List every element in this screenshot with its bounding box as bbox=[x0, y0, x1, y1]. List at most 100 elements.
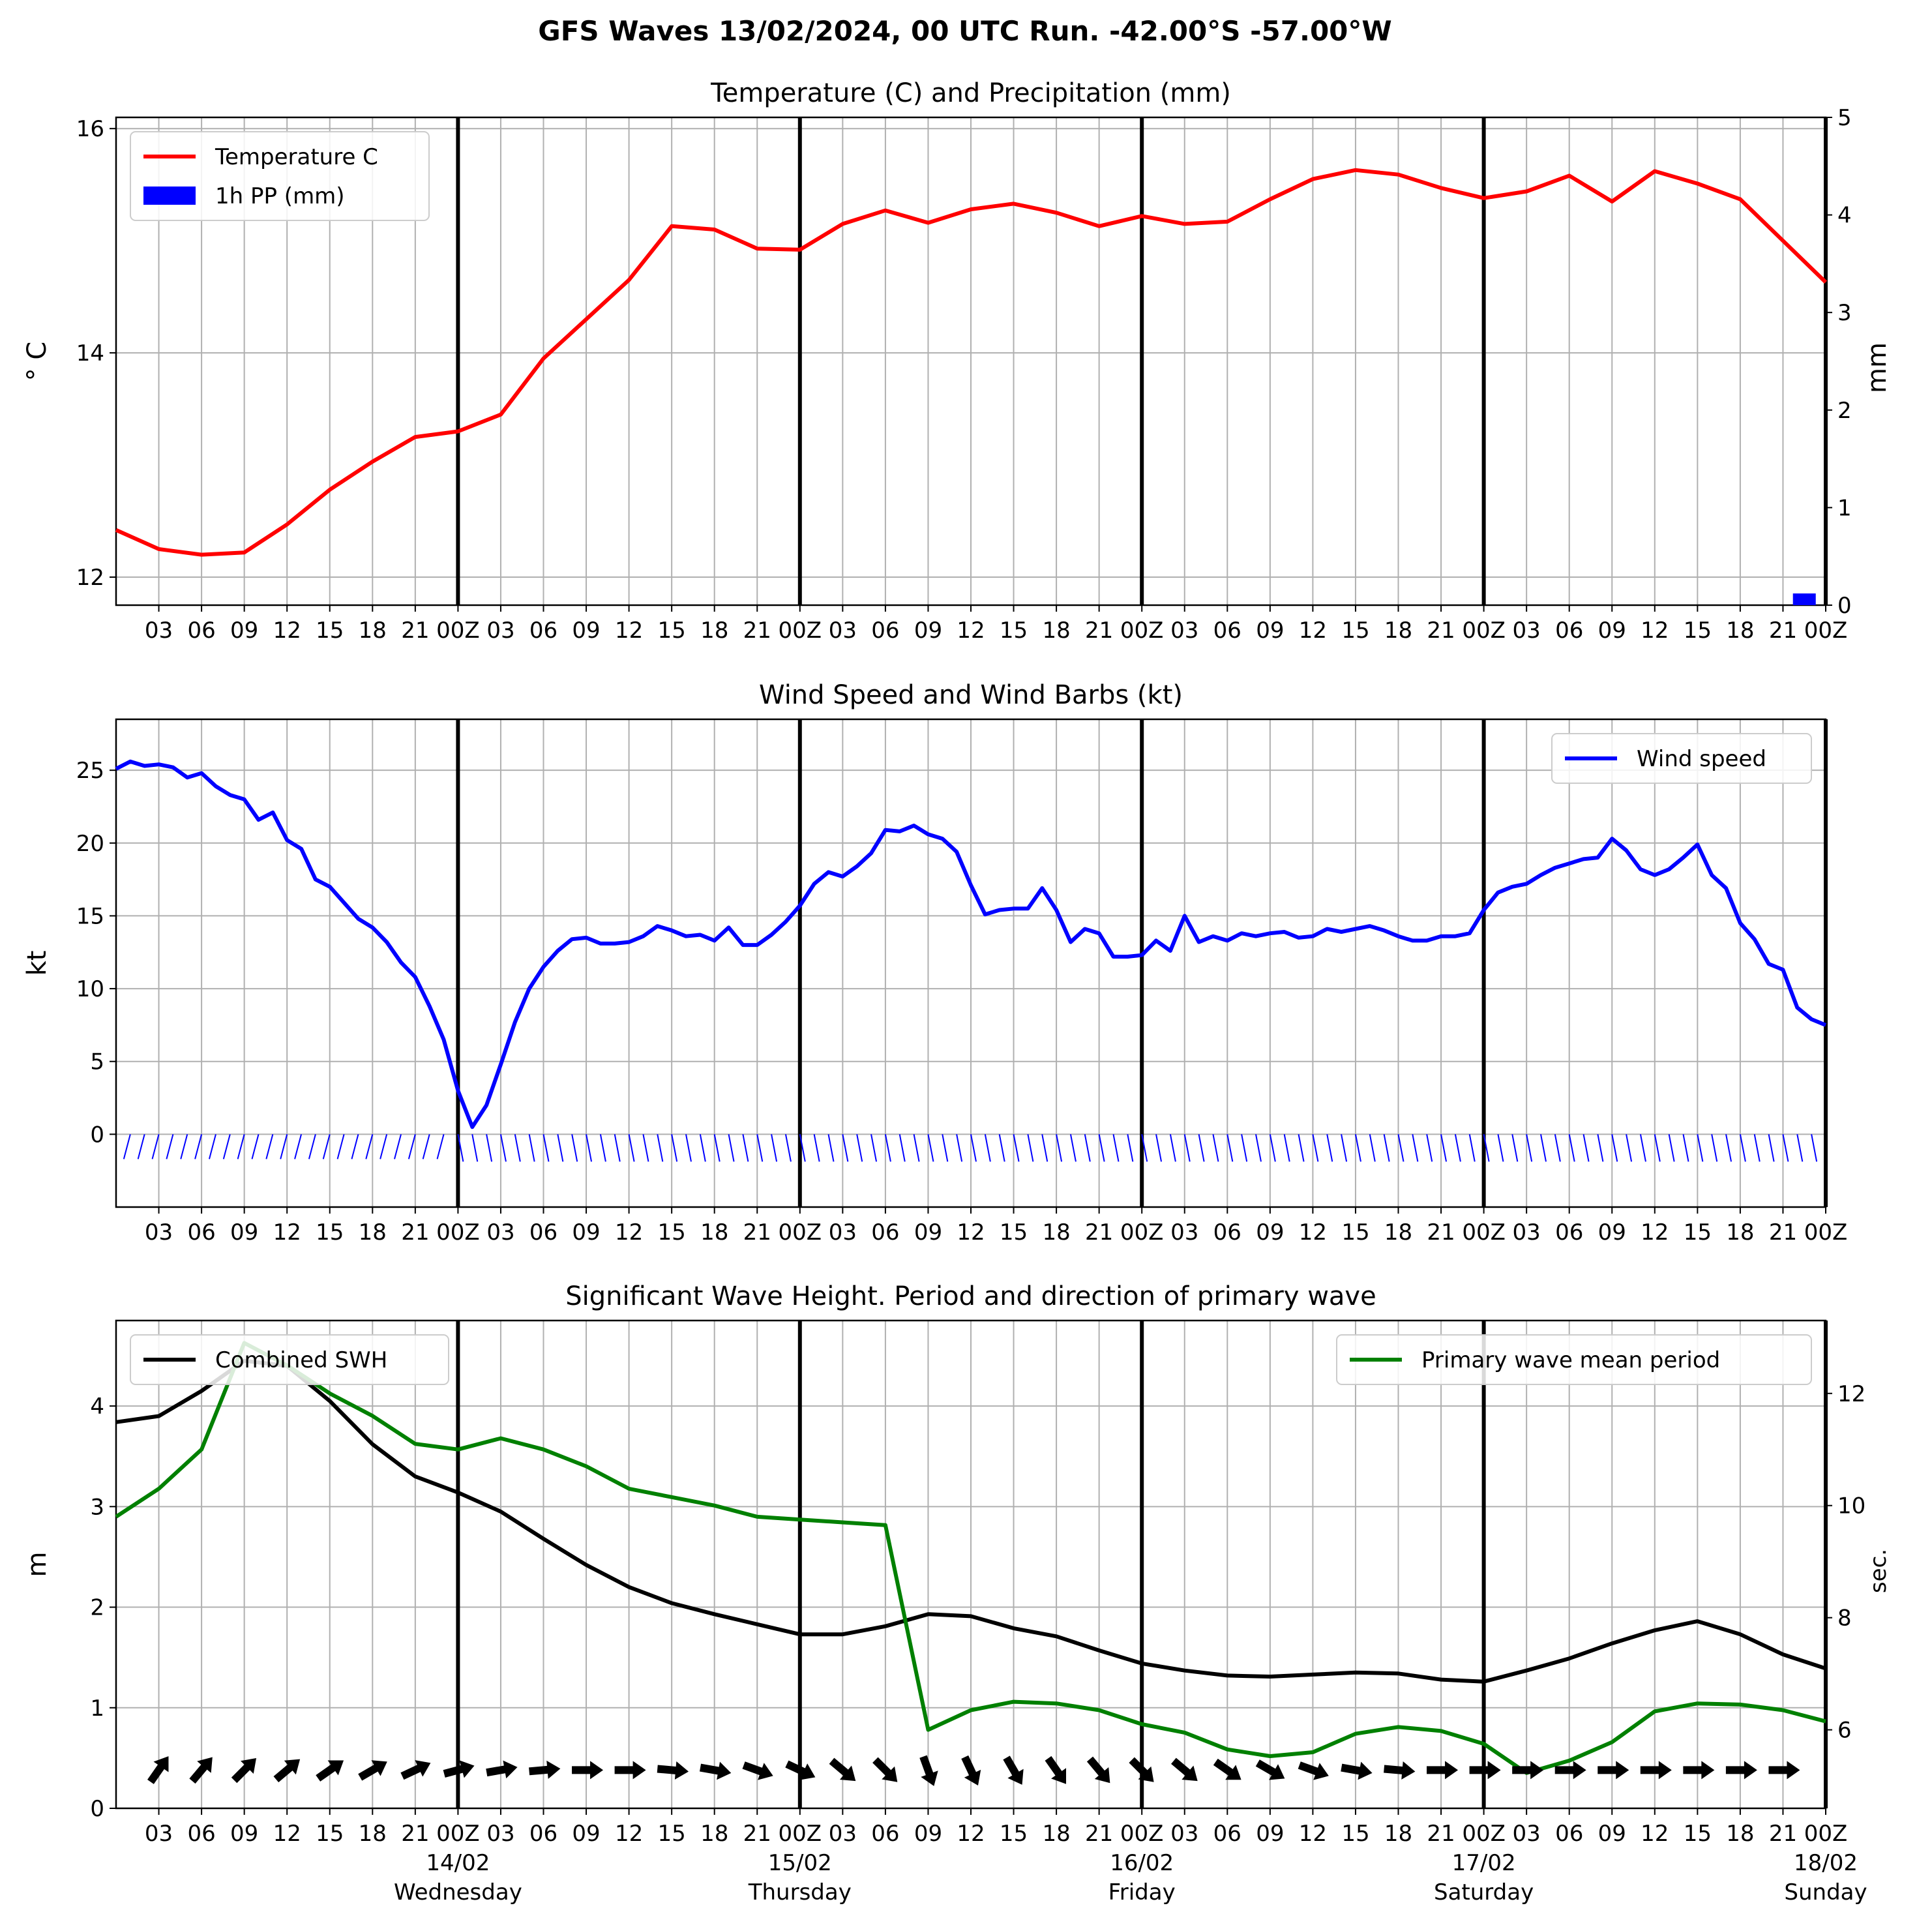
wind-barb bbox=[1526, 1134, 1533, 1162]
x-tick-label: 00Z bbox=[1462, 1219, 1506, 1246]
wind-barb bbox=[799, 1134, 806, 1162]
legend-box bbox=[130, 1334, 449, 1385]
x-tick-label: 06 bbox=[187, 618, 215, 644]
x-tick-label: 09 bbox=[914, 618, 942, 644]
wave-direction-arrow bbox=[1255, 1759, 1285, 1780]
y2-tick-label: 8 bbox=[1837, 1606, 1852, 1632]
y-tick-label: 3 bbox=[90, 1494, 104, 1520]
wind-barb bbox=[1098, 1134, 1105, 1162]
x-tick-label: 18 bbox=[700, 1219, 728, 1246]
day-weekday-label: Friday bbox=[1108, 1879, 1176, 1905]
wind-barb bbox=[1283, 1134, 1290, 1162]
wind-barb bbox=[784, 1134, 792, 1162]
x-tick-label: 09 bbox=[1256, 618, 1284, 644]
x-tick-label: 00Z bbox=[779, 618, 822, 644]
x-tick-label: 00Z bbox=[1120, 1219, 1164, 1246]
wind-barb bbox=[351, 1134, 359, 1159]
x-tick-label: 12 bbox=[615, 1219, 643, 1246]
wind-barb bbox=[1511, 1134, 1519, 1162]
wind-barb bbox=[514, 1134, 521, 1162]
panel-title: Temperature (C) and Precipitation (mm) bbox=[710, 78, 1231, 108]
x-tick-label: 06 bbox=[1213, 1821, 1241, 1847]
x-tick-label: 15 bbox=[1684, 1219, 1712, 1246]
wind-barb bbox=[1212, 1134, 1219, 1162]
wave-direction-arrow bbox=[443, 1760, 475, 1778]
x-tick-label: 12 bbox=[1299, 618, 1327, 644]
wind-barb bbox=[571, 1134, 578, 1162]
wind-barb bbox=[1354, 1134, 1361, 1162]
wind-barb bbox=[842, 1134, 849, 1162]
wind-barb bbox=[1654, 1134, 1661, 1162]
series-line bbox=[115, 168, 1828, 557]
legend-swatch bbox=[143, 187, 196, 205]
wave-direction-arrow bbox=[1171, 1757, 1198, 1782]
wind-barb bbox=[1198, 1134, 1205, 1162]
y-tick-label: 20 bbox=[76, 831, 104, 857]
wind-barb bbox=[614, 1134, 621, 1162]
figure-title: GFS Waves 13/02/2024, 00 UTC Run. -42.00… bbox=[538, 15, 1392, 47]
wave-direction-arrow bbox=[1640, 1761, 1672, 1780]
wind-barb bbox=[1753, 1134, 1761, 1162]
x-tick-label: 21 bbox=[1769, 1821, 1797, 1847]
wind-barb bbox=[956, 1134, 963, 1162]
wind-barb bbox=[1155, 1134, 1163, 1162]
day-date-label: 17/02 bbox=[1452, 1850, 1516, 1876]
wind-barb bbox=[685, 1134, 692, 1162]
wind-barb bbox=[1725, 1134, 1732, 1162]
x-tick-label: 03 bbox=[486, 1821, 514, 1847]
wind-barb bbox=[294, 1134, 303, 1159]
x-tick-label: 03 bbox=[145, 618, 173, 644]
y-tick-label: 4 bbox=[90, 1394, 104, 1420]
x-tick-label: 09 bbox=[1598, 1821, 1626, 1847]
temperature-precip-panel: Temperature (C) and Precipitation (mm) 03… bbox=[22, 78, 1892, 644]
x-tick-label: 09 bbox=[572, 1821, 600, 1847]
wind-barb bbox=[180, 1134, 188, 1159]
x-tick-label: 03 bbox=[829, 618, 857, 644]
wind-barb bbox=[599, 1134, 606, 1162]
wind-barb bbox=[756, 1134, 764, 1162]
x-tick-label: 18 bbox=[1726, 1821, 1754, 1847]
x-tick-label: 18 bbox=[359, 618, 387, 644]
wind-barb bbox=[1739, 1134, 1746, 1162]
x-tick-label: 18 bbox=[700, 1821, 728, 1847]
wind-barb bbox=[1255, 1134, 1262, 1162]
x-tick-label: 09 bbox=[230, 1821, 258, 1847]
wave-direction-arrow bbox=[1045, 1755, 1067, 1784]
x-tick-label: 03 bbox=[486, 618, 514, 644]
x-tick-label: 12 bbox=[1641, 618, 1669, 644]
x-tick-label: 15 bbox=[658, 1219, 686, 1246]
wind-barb bbox=[1241, 1134, 1248, 1162]
wind-barb bbox=[457, 1134, 464, 1162]
series-line bbox=[115, 1358, 1826, 1684]
wind-barb bbox=[1084, 1134, 1091, 1162]
x-tick-label: 12 bbox=[615, 1821, 643, 1847]
wave-direction-arrow bbox=[147, 1756, 169, 1784]
x-tick-label: 21 bbox=[743, 1821, 771, 1847]
day-date-label: 15/02 bbox=[768, 1850, 832, 1876]
x-tick-label: 12 bbox=[273, 1821, 301, 1847]
x-tick-label: 03 bbox=[486, 1219, 514, 1246]
wind-barb bbox=[194, 1134, 203, 1159]
wind-barb bbox=[1768, 1134, 1775, 1162]
wind-barb bbox=[1027, 1134, 1034, 1162]
panel-title: Significant Wave Height. Period and dire… bbox=[565, 1281, 1376, 1311]
wind-barb bbox=[166, 1134, 174, 1159]
x-tick-label: 12 bbox=[273, 618, 301, 644]
x-tick-label: 21 bbox=[743, 1219, 771, 1246]
legend-label: Primary wave mean period bbox=[1421, 1347, 1720, 1373]
wind-barb bbox=[1440, 1134, 1448, 1162]
x-tick-label: 12 bbox=[957, 618, 985, 644]
x-tick-label: 12 bbox=[1641, 1219, 1669, 1246]
wind-barb bbox=[1013, 1134, 1020, 1162]
wind-barb bbox=[336, 1134, 345, 1159]
wave-direction-arrow bbox=[1086, 1756, 1110, 1784]
x-tick-label: 15 bbox=[316, 1219, 344, 1246]
x-tick-label: 18 bbox=[359, 1821, 387, 1847]
wind-barb bbox=[486, 1134, 493, 1162]
x-tick-label: 06 bbox=[1555, 1219, 1583, 1246]
x-tick-label: 15 bbox=[1341, 1219, 1369, 1246]
wind-barb bbox=[208, 1134, 216, 1159]
wind-barb bbox=[1312, 1134, 1319, 1162]
wind-barb bbox=[642, 1134, 649, 1162]
